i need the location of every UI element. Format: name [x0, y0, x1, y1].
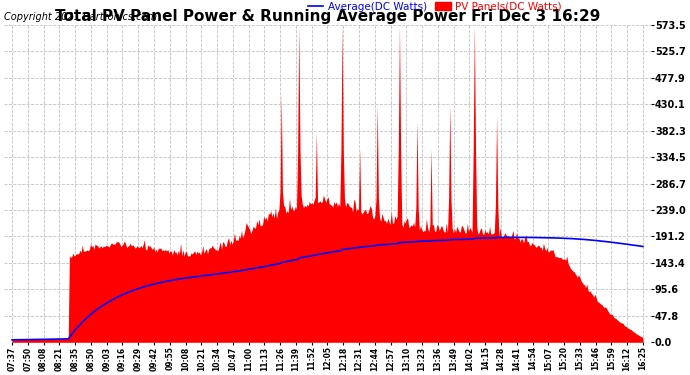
Title: Total PV Panel Power & Running Average Power Fri Dec 3 16:29: Total PV Panel Power & Running Average P…: [55, 9, 600, 24]
Legend: Average(DC Watts), PV Panels(DC Watts): Average(DC Watts), PV Panels(DC Watts): [308, 2, 562, 12]
Text: Copyright 2021 Cartronics.com: Copyright 2021 Cartronics.com: [4, 12, 157, 22]
